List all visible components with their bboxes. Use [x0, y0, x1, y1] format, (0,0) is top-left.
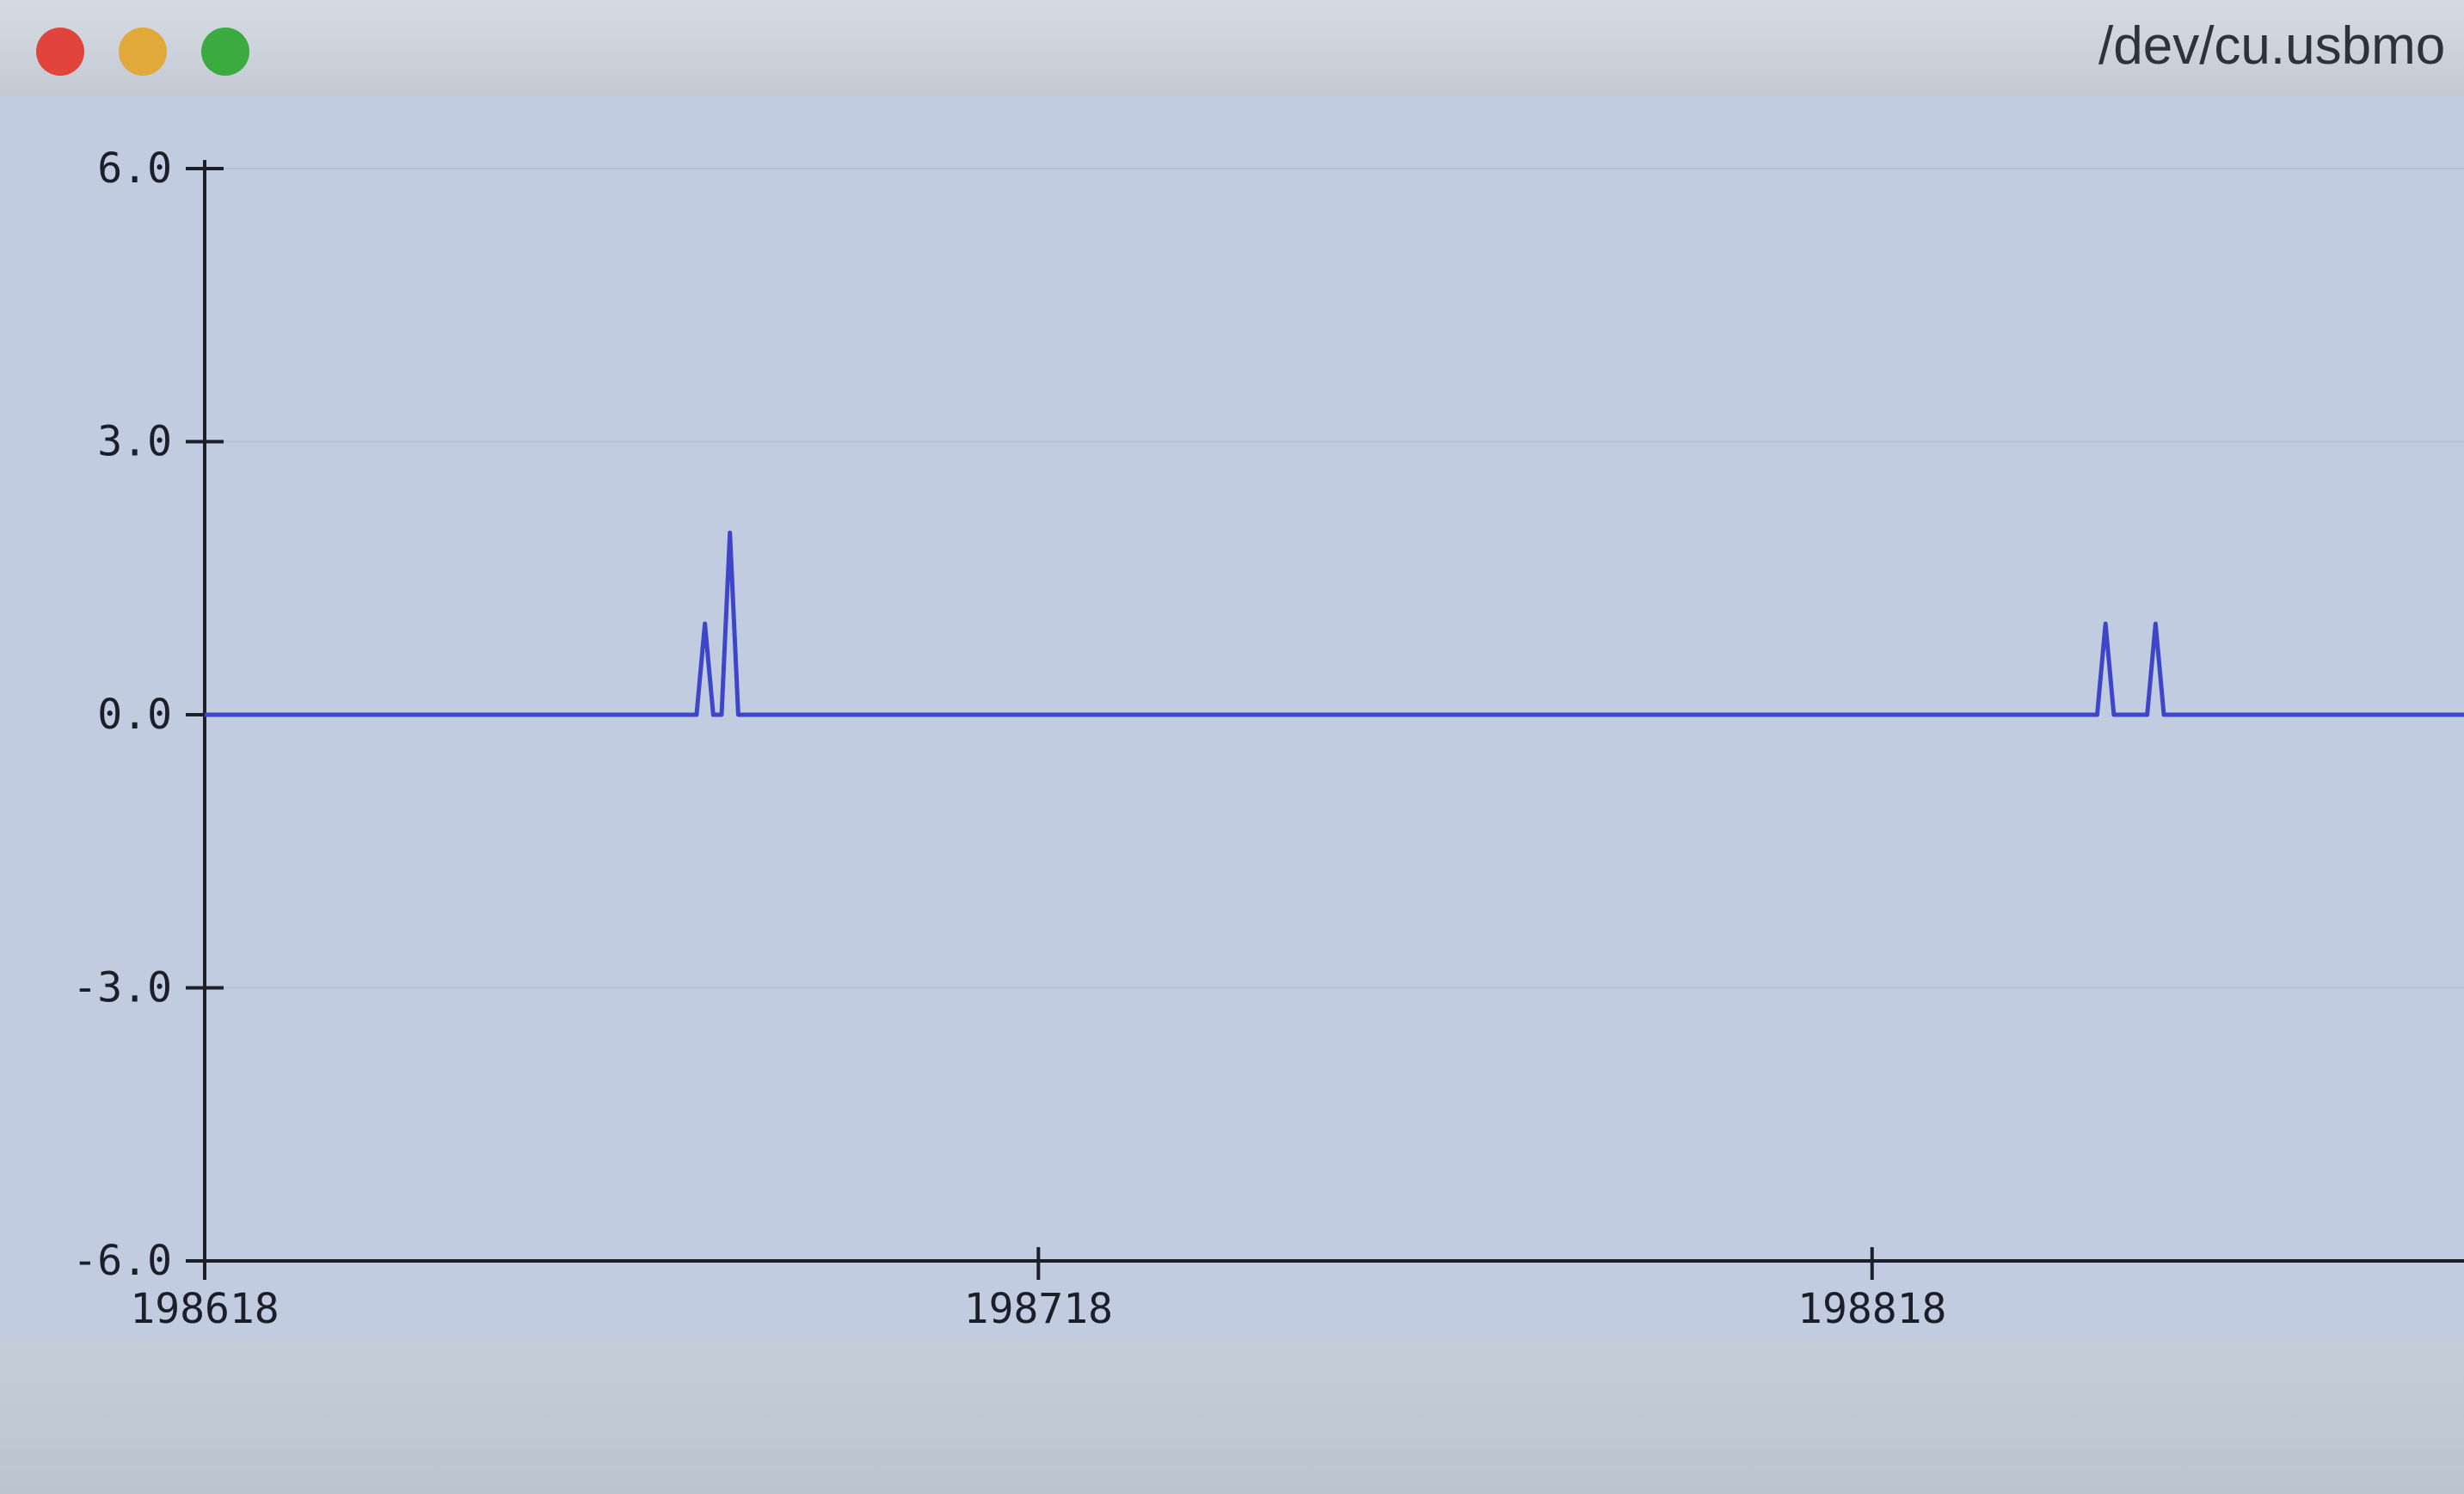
title-bar[interactable]: /dev/cu.usbmo — [0, 0, 2464, 98]
y-tick-label: -3.0 — [72, 964, 172, 1012]
x-tick-label: 198618 — [130, 1285, 279, 1333]
close-icon[interactable] — [36, 28, 84, 76]
y-tick-label: -6.0 — [72, 1237, 172, 1285]
y-tick-label: 6.0 — [97, 144, 172, 193]
x-axis-ticks: 198618 198718 198818 — [130, 1247, 1946, 1333]
axes — [203, 160, 2464, 1263]
y-tick-label: 3.0 — [97, 418, 172, 466]
series-group — [205, 530, 2464, 717]
series-line — [205, 530, 2464, 717]
x-tick-label: 198718 — [964, 1285, 1113, 1333]
minimize-icon[interactable] — [119, 28, 167, 76]
y-tick-label: 0.0 — [97, 691, 172, 739]
plot-area: 6.0 3.0 0.0 -3.0 -6.0 198618 198718 198818 — [0, 96, 2464, 1342]
maximize-icon[interactable] — [201, 28, 249, 76]
x-tick-label: 198818 — [1797, 1285, 1946, 1333]
line-chart: 6.0 3.0 0.0 -3.0 -6.0 198618 198718 198818 — [72, 144, 2464, 1333]
window-title: /dev/cu.usbmo — [2098, 16, 2446, 76]
bottom-control-bar — [0, 1342, 2464, 1494]
y-axis-ticks: 6.0 3.0 0.0 -3.0 -6.0 — [72, 144, 224, 1285]
grid-lines — [205, 168, 2464, 989]
